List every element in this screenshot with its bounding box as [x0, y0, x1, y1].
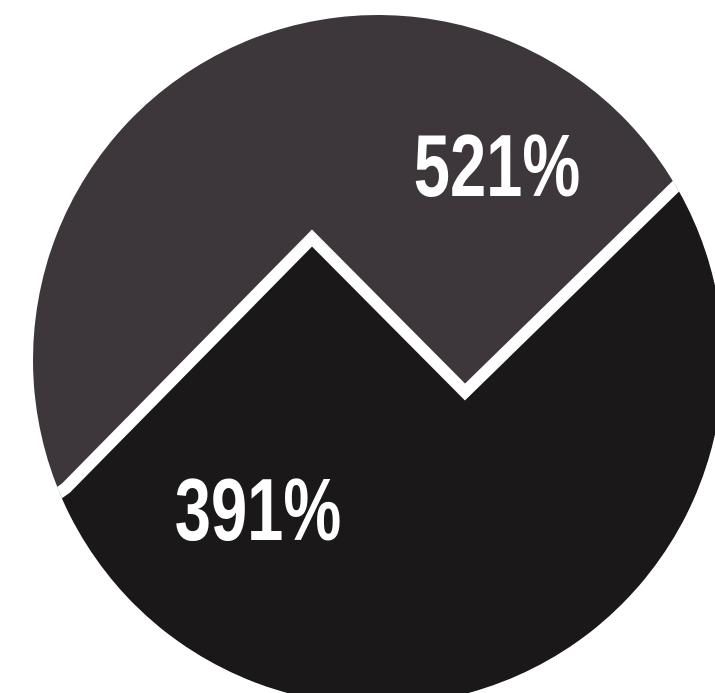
lower-value-label: 391%: [175, 462, 342, 560]
upper-value-label: 521%: [414, 118, 581, 216]
lower-region: [33, 148, 715, 693]
